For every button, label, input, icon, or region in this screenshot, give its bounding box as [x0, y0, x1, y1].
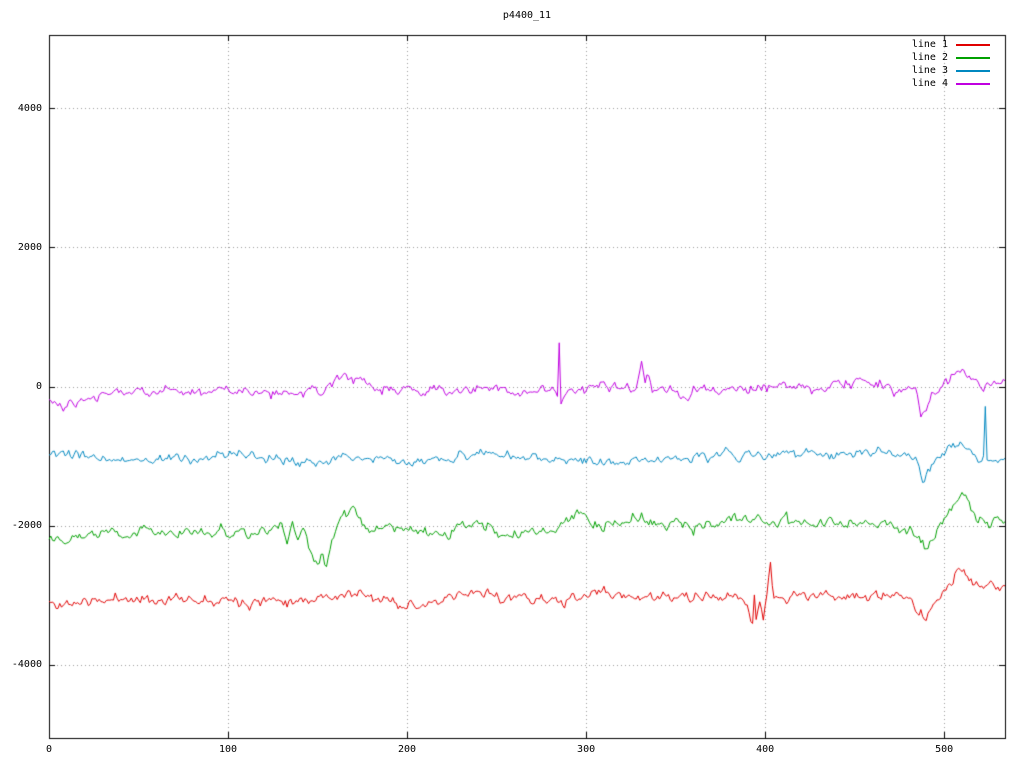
- legend: line 1 line 2 line 3 line 4: [912, 38, 990, 90]
- chart-title: p4400_11: [502, 10, 552, 21]
- x-tick-label: 200: [398, 744, 417, 755]
- legend-label: line 1: [911, 39, 948, 50]
- y-tick-label: 2000: [17, 241, 42, 253]
- y-tick-label: -2000: [11, 520, 42, 532]
- legend-row: line 4: [912, 77, 990, 90]
- y-tick-label: 0: [35, 381, 42, 392]
- y-tick-label: -4000: [11, 659, 42, 671]
- legend-line-sample: [956, 69, 990, 72]
- legend-label: line 4: [911, 78, 948, 89]
- x-tick-label: 500: [935, 744, 954, 755]
- legend-label: line 3: [911, 65, 948, 76]
- y-tick-label: 4000: [17, 102, 42, 114]
- x-tick-label: 300: [577, 744, 596, 755]
- x-tick-label: 400: [756, 744, 775, 755]
- legend-line-sample: [956, 82, 990, 85]
- x-tick-label: 0: [45, 744, 53, 755]
- legend-row: line 3: [912, 64, 990, 77]
- legend-label: line 2: [911, 52, 948, 63]
- legend-row: line 1: [912, 38, 990, 51]
- legend-line-sample: [956, 56, 990, 59]
- x-tick-label: 100: [218, 744, 238, 755]
- legend-line-sample: [956, 43, 990, 46]
- legend-row: line 2: [912, 51, 990, 64]
